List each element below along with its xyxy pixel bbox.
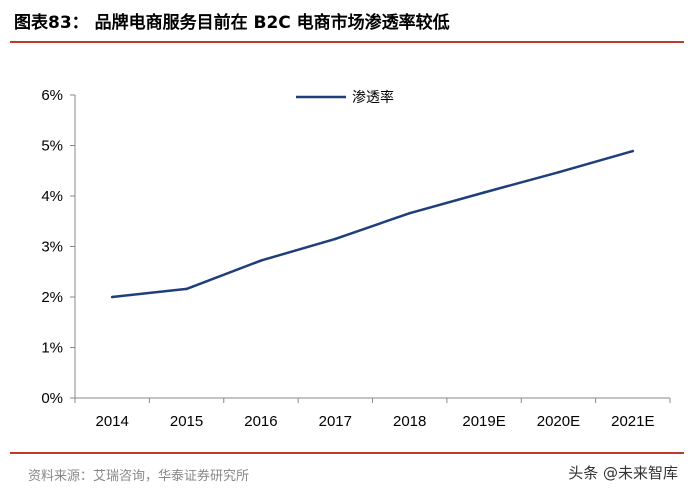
legend-label: 渗透率 (352, 89, 394, 106)
title-divider (10, 41, 684, 43)
y-tick-label: 3% (41, 239, 63, 256)
data-point (334, 237, 337, 241)
footer-divider (10, 452, 684, 454)
source-note: 资料来源：艾瑞咨询，华泰证券研究所 (28, 469, 250, 484)
chart-title: 图表83： 品牌电商服务目前在 B2C 电商市场渗透率较低 (14, 13, 450, 33)
y-tick-label: 4% (41, 188, 63, 205)
watermark: 头条 @未来智库 (568, 464, 678, 482)
y-tick-label: 6% (41, 87, 63, 104)
x-tick-label: 2017 (319, 413, 352, 430)
x-tick-label: 2019E (462, 413, 505, 430)
data-point (110, 295, 114, 299)
x-tick-label: 2016 (244, 413, 277, 430)
x-tick-label: 2014 (96, 413, 129, 430)
x-tick-label: 2021E (611, 413, 654, 430)
x-tick-label: 2020E (537, 413, 580, 430)
x-tick-label: 2018 (393, 413, 426, 430)
data-point (631, 149, 635, 153)
series-line (112, 149, 634, 299)
y-tick-label: 1% (41, 340, 63, 357)
y-tick-label: 0% (41, 390, 63, 407)
y-tick-label: 5% (41, 138, 63, 155)
data-point (185, 287, 188, 291)
data-point (259, 259, 263, 262)
data-point (408, 211, 411, 215)
x-tick-label: 2015 (170, 413, 203, 430)
data-point (557, 170, 560, 174)
data-point (482, 191, 486, 194)
y-tick-label: 2% (41, 289, 63, 306)
